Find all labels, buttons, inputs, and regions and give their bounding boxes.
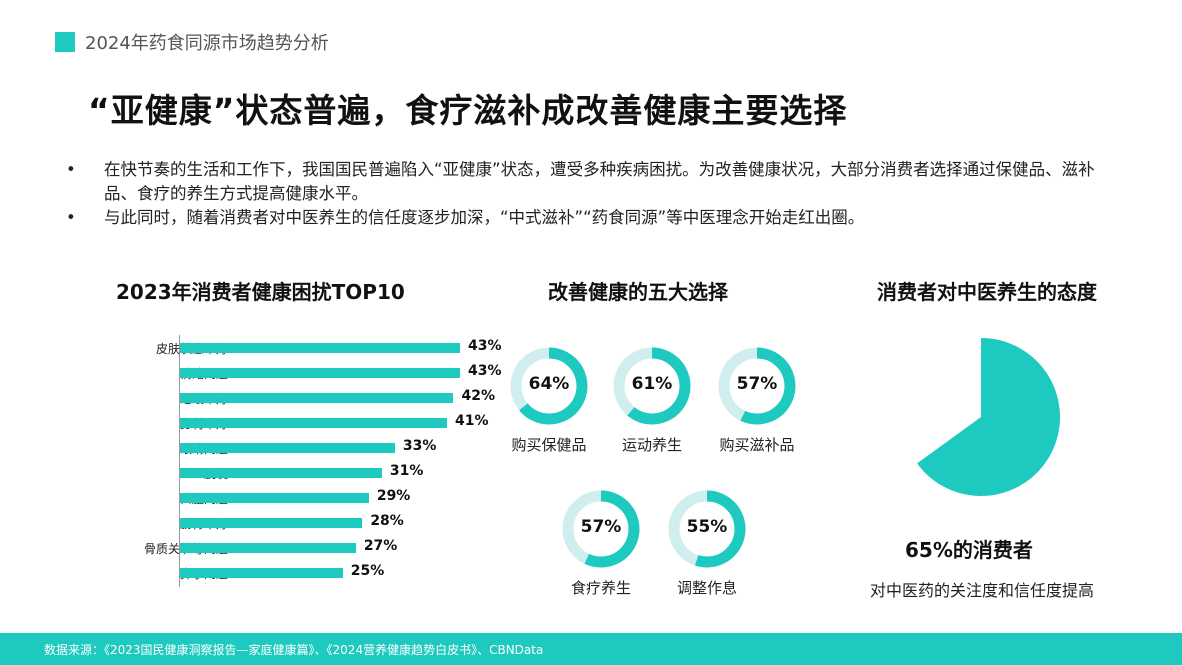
bar-chart: 皮肤状态不好43%情绪问题43%睡眠不好42%身材不好41%眼睛问题33%脱发3…: [60, 335, 502, 590]
bar-value-label: 27%: [363, 538, 398, 554]
bar-chart-title: 2023年消费者健康困扰TOP10: [116, 280, 405, 304]
donut: 55% 调整作息: [667, 489, 747, 597]
donut-value-label: 57%: [580, 517, 622, 537]
bar: [180, 393, 454, 403]
donut-ring: [668, 490, 746, 568]
donut-hole: [574, 502, 628, 556]
bar: [180, 493, 369, 503]
donut-hole: [625, 359, 679, 413]
bar-value-label: 31%: [389, 463, 424, 479]
bullet-dot: •: [66, 160, 76, 179]
donut-chart-title: 改善健康的五大选择: [548, 280, 728, 304]
pie-chart: [900, 336, 1062, 498]
bar-row: 口腔问题29%: [60, 485, 480, 510]
donut: 57% 食疗养生: [561, 489, 641, 597]
bullet-text: 与此同时，随着消费者对中医养生的信任度逐步加深，“中式滋补”“药食同源”等中医理…: [104, 208, 865, 227]
bullet-dot: •: [66, 208, 76, 227]
bar-row: 鼻子问题25%: [60, 560, 480, 585]
bar: [180, 418, 447, 428]
header-accent-square: [55, 32, 75, 52]
bar-row: 脱发31%: [60, 460, 480, 485]
bar-row: 身材不好41%: [60, 410, 489, 435]
header-text: 2024年药食同源市场趋势分析: [85, 33, 329, 54]
donut-hole: [680, 502, 734, 556]
pie-description: 对中医药的关注度和信任度提高: [870, 581, 1095, 600]
donut-ring: [718, 347, 796, 425]
page-title: “亚健康”状态普遍，食疗滋补成改善健康主要选择: [88, 91, 848, 130]
bullet-text: 在快节奏的生活和工作下，我国国民普遍陷入“亚健康”状态，遭受多种疾病困扰。为改善…: [104, 160, 1095, 203]
donut-arc: [510, 347, 588, 425]
bar: [180, 543, 356, 553]
bar: [180, 468, 382, 478]
pie-chart-title: 消费者对中医养生的态度: [877, 280, 1097, 304]
bar: [180, 343, 460, 353]
bar-row: 睡眠不好42%: [60, 385, 495, 410]
pie-stat-label: 65%的消费者: [905, 538, 1033, 562]
bar-value-label: 29%: [376, 488, 411, 504]
donut-category-label: 运动养生: [621, 436, 682, 454]
bar-row: 骨质关节等问题27%: [60, 535, 480, 560]
bar: [180, 518, 363, 528]
bar: [180, 368, 460, 378]
bullet-list: • 在快节奏的生活和工作下，我国国民普遍陷入“亚健康”状态，遭受多种疾病困扰。为…: [66, 158, 1106, 230]
donut-hole: [730, 359, 784, 413]
donut-category-label: 购买滋补品: [719, 436, 795, 454]
donut-value-label: 64%: [528, 374, 570, 394]
donut-category-label: 调整作息: [676, 579, 737, 597]
bar-value-label: 41%: [454, 413, 489, 429]
donut-arc: [613, 347, 691, 425]
donut: 57% 购买滋补品: [717, 346, 797, 454]
donut-value-label: 55%: [686, 517, 728, 537]
donut-hole: [522, 359, 576, 413]
donut-category-label: 食疗养生: [570, 579, 631, 597]
donut-value-label: 61%: [631, 374, 673, 394]
bar-row: 皮肤状态不好43%: [60, 335, 502, 360]
bar: [180, 568, 343, 578]
donut-ring: [613, 347, 691, 425]
bar-row: 眼睛问题33%: [60, 435, 480, 460]
bullet-item: • 在快节奏的生活和工作下，我国国民普遍陷入“亚健康”状态，遭受多种疾病困扰。为…: [66, 158, 1106, 206]
bar-value-label: 25%: [350, 563, 385, 579]
bar-row: 情绪问题43%: [60, 360, 502, 385]
bar-value-label: 43%: [468, 363, 502, 379]
pie-slice: [917, 338, 1060, 496]
donut-ring: [510, 347, 588, 425]
bar-row: 肠胃不好28%: [60, 510, 480, 535]
bar-value-label: 33%: [402, 438, 437, 454]
header: 2024年药食同源市场趋势分析: [55, 30, 329, 54]
bar-chart-axis: [179, 335, 180, 587]
footer-source: 数据来源：《2023国民健康洞察报告—家庭健康篇》、《2024营养健康趋势白皮书…: [44, 642, 544, 657]
bullet-item: • 与此同时，随着消费者对中医养生的信任度逐步加深，“中式滋补”“药食同源”等中…: [66, 206, 1106, 230]
donut: 64% 购买保健品: [509, 346, 589, 454]
donut-value-label: 57%: [736, 374, 778, 394]
donut-ring: [562, 490, 640, 568]
bar: [180, 443, 395, 453]
bar-value-label: 42%: [461, 388, 495, 404]
bar-value-label: 43%: [468, 338, 502, 354]
pie-chart-svg: [917, 338, 1060, 496]
donut-arc: [562, 490, 640, 568]
donut-arc: [668, 490, 746, 568]
bar-value-label: 28%: [370, 513, 404, 529]
footer-bar: 数据来源：《2023国民健康洞察报告—家庭健康篇》、《2024营养健康趋势白皮书…: [0, 633, 1182, 665]
donut-category-label: 购买保健品: [511, 436, 587, 454]
donut: 61% 运动养生: [612, 346, 692, 454]
donut-arc: [718, 347, 796, 425]
